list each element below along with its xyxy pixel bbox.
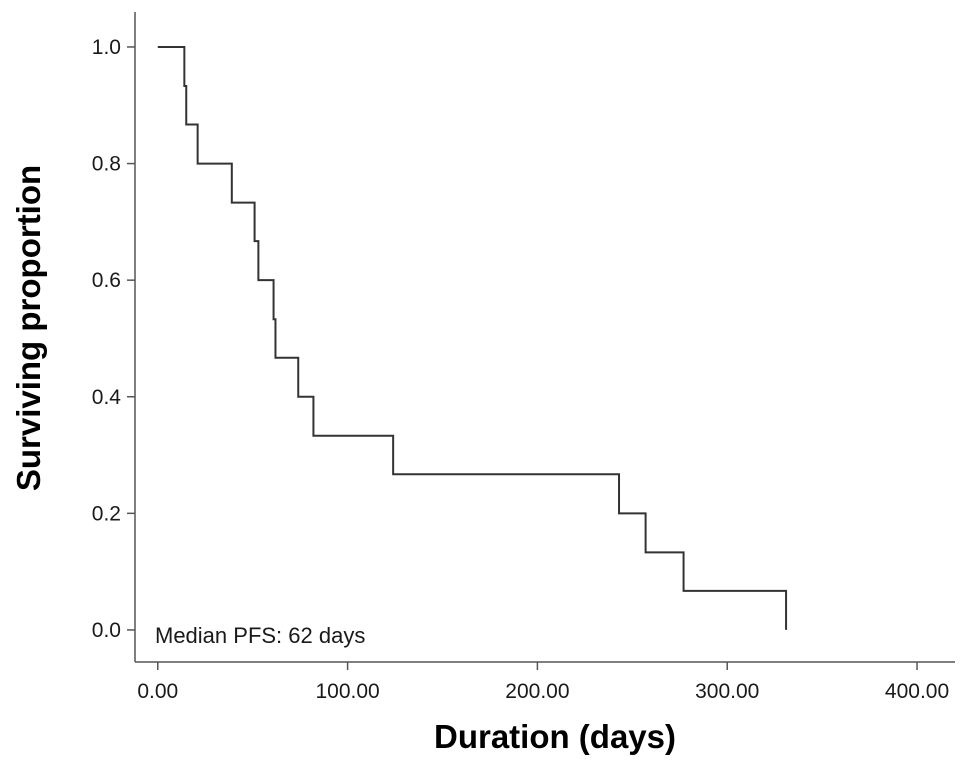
y-tick-label: 0.2 (92, 502, 121, 525)
x-tick-label: 300.00 (695, 680, 759, 703)
x-tick-label: 100.00 (315, 680, 379, 703)
x-tick-label: 0.00 (137, 680, 178, 703)
y-tick-label: 1.0 (92, 36, 121, 59)
y-axis-title: Surviving proportion (10, 165, 47, 491)
x-ticks: 0.00 100.00 200.00 300.00 400.00 (137, 662, 949, 703)
x-tick-label: 400.00 (885, 680, 949, 703)
survival-curve (157, 45, 788, 630)
y-tick-label: 0.0 (92, 619, 121, 642)
axes (134, 12, 955, 663)
median-pfs-annotation: Median PFS: 62 days (155, 623, 365, 648)
y-tick-label: 0.4 (92, 386, 122, 409)
x-axis-title: Duration (days) (434, 718, 676, 755)
y-tick-label: 0.8 (92, 153, 121, 176)
y-ticks: 0.0 0.2 0.4 0.6 0.8 1.0 (92, 36, 135, 642)
x-tick-label: 200.00 (505, 680, 569, 703)
y-tick-label: 0.6 (92, 269, 121, 292)
